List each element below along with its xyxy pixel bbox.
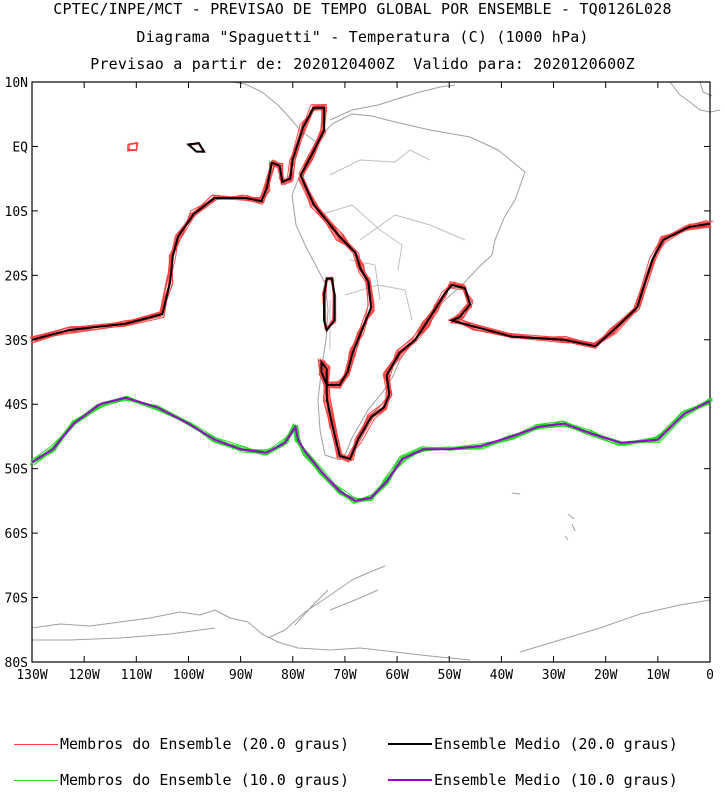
lon-label: 130W xyxy=(16,668,47,683)
lon-label: 0 xyxy=(706,668,714,683)
lat-label: EQ xyxy=(12,140,28,155)
legend-label-mean10: Ensemble Medio (10.0 graus) xyxy=(434,771,678,789)
member-contour-20 xyxy=(31,106,708,458)
member-contour-20 xyxy=(31,104,709,459)
antarctica-coast xyxy=(31,599,711,661)
legend-label-mean20: Ensemble Medio (20.0 graus) xyxy=(434,735,678,753)
lon-label: 100W xyxy=(173,668,204,683)
lat-label: 10S xyxy=(5,205,28,220)
antarctic-peninsula-coast xyxy=(267,565,386,639)
legend-item-mean10: Ensemble Medio (10.0 graus) xyxy=(388,771,678,789)
lon-label: 90W xyxy=(229,668,253,683)
lat-label: 40S xyxy=(5,398,28,413)
lon-label: 110W xyxy=(121,668,152,683)
isotherm-20-mean xyxy=(31,106,711,461)
member-contour-20 xyxy=(33,104,710,462)
member-contour-10 xyxy=(31,397,712,500)
lon-label: 30W xyxy=(542,668,566,683)
lon-label: 70W xyxy=(333,668,357,683)
legend-item-member10: Membros do Ensemble (10.0 graus) xyxy=(14,771,349,789)
coastlines xyxy=(31,81,721,661)
member-contour-10 xyxy=(31,395,709,504)
lat-label: 10N xyxy=(5,76,28,91)
mean-contour-20 xyxy=(31,106,711,461)
legend-item-member20: Membros do Ensemble (20.0 graus) xyxy=(14,735,349,753)
lon-label: 60W xyxy=(385,668,409,683)
lon-label: 10W xyxy=(646,668,670,683)
legend-swatch-mean10 xyxy=(388,779,432,781)
legend-label-member20: Membros do Ensemble (20.0 graus) xyxy=(60,735,349,753)
caribbean-coast xyxy=(329,84,456,121)
legend-label-member10: Membros do Ensemble (10.0 graus) xyxy=(60,771,349,789)
legend-item-mean20: Ensemble Medio (20.0 graus) xyxy=(388,735,678,753)
member-contour-20-cell xyxy=(127,142,138,152)
title-line-2: Diagrama "Spaguetti" - Temperatura (C) (… xyxy=(136,28,589,46)
lon-label: 20W xyxy=(594,668,618,683)
lat-label: 50S xyxy=(5,463,28,478)
member-contour-20 xyxy=(29,104,712,460)
africa-west-coast xyxy=(669,81,721,113)
member-contour-20 xyxy=(33,105,712,463)
legend-swatch-mean20 xyxy=(388,743,432,745)
mean-contour-20-cell xyxy=(323,277,336,333)
central-america-coast xyxy=(231,81,317,143)
member-contour-20 xyxy=(30,105,710,460)
legend-swatch-member20 xyxy=(14,743,58,745)
lon-label: 50W xyxy=(437,668,461,683)
lat-label: 60S xyxy=(5,527,28,542)
lat-label: 70S xyxy=(5,592,28,607)
title-line-3: Previsao a partir de: 2020120400Z Valido… xyxy=(90,55,635,73)
member-contour-20 xyxy=(35,103,710,462)
lat-label: 80S xyxy=(5,656,28,671)
mean-contour-20-cell xyxy=(186,142,206,153)
member-contour-10 xyxy=(31,396,708,501)
lat-label: 20S xyxy=(5,269,28,284)
lat-label: 30S xyxy=(5,334,28,349)
lon-label: 40W xyxy=(490,668,514,683)
title-line-1: CPTEC/INPE/MCT - PREVISAO DE TEMPO GLOBA… xyxy=(53,0,672,18)
isotherm-20-members xyxy=(29,103,714,463)
legend-swatch-member10 xyxy=(14,779,58,781)
isotherm-10-mean xyxy=(31,396,711,502)
lon-label: 120W xyxy=(68,668,99,683)
south-georgia-coast xyxy=(511,492,576,541)
lon-label: 80W xyxy=(281,668,305,683)
map-frame xyxy=(31,81,711,663)
mean-contour-10 xyxy=(31,396,711,502)
south-america-borders xyxy=(319,149,466,350)
